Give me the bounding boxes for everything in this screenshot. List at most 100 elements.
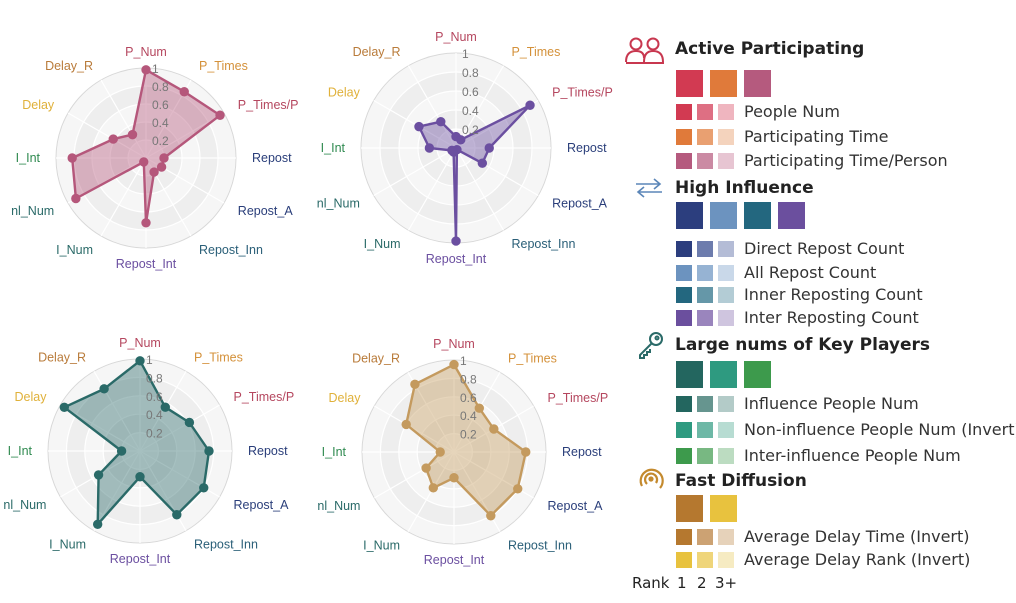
- radial-tick-label: 0.4: [460, 409, 477, 423]
- radar-chart-4: 0.2 0.4 0.6 0.8 1 P_Num P_Times P_Times/P Repost…: [317, 337, 608, 567]
- data-point: [135, 472, 145, 482]
- rank2-swatch: [697, 422, 713, 438]
- axis-label: Repost_Int: [116, 257, 177, 271]
- data-point: [108, 134, 118, 144]
- rank2-swatch: [697, 529, 713, 545]
- data-point: [215, 110, 225, 120]
- category-swatch: [676, 495, 703, 522]
- axis-label: P_Times: [194, 350, 243, 364]
- data-point: [172, 510, 182, 520]
- axis-label: nl_Num: [317, 197, 360, 211]
- data-point: [410, 379, 420, 389]
- axis-label: Repost_A: [548, 499, 604, 513]
- rank2-swatch: [697, 396, 713, 412]
- rank2-swatch: [697, 448, 713, 464]
- rank3-swatch: [718, 310, 734, 326]
- spoke: [373, 99, 457, 149]
- data-point: [489, 424, 499, 434]
- category-swatch: [710, 202, 737, 229]
- data-point: [414, 121, 424, 132]
- rank1-swatch: [676, 153, 692, 169]
- rank1-swatch: [676, 129, 692, 145]
- axis-label: P_Times/P: [234, 390, 295, 404]
- radial-tick-label: 0.8: [462, 66, 479, 80]
- radial-tick-label: 0.6: [460, 391, 477, 405]
- rank1-swatch: [676, 396, 692, 412]
- rank3-swatch: [718, 552, 734, 568]
- axis-label: P_Num: [119, 336, 161, 350]
- axis-label: nl_Num: [3, 498, 46, 512]
- axis-label: Delay_R: [38, 350, 86, 364]
- rank2-swatch: [697, 104, 713, 120]
- category-swatch: [744, 202, 771, 229]
- axis-label: I_Num: [56, 243, 93, 257]
- rank2-swatch: [697, 265, 713, 281]
- axis-label: Repost_A: [238, 204, 294, 218]
- category-swatch: [778, 202, 805, 229]
- axis-label: Repost: [248, 444, 288, 458]
- axis-label: Repost_Int: [426, 252, 487, 266]
- axis-label: Repost_Int: [110, 552, 171, 566]
- axis-label: P_Num: [435, 30, 477, 44]
- data-point: [59, 402, 70, 412]
- radial-tick-label: 1: [152, 62, 159, 76]
- category-swatch: [676, 361, 703, 388]
- axis-label: nl_Num: [11, 204, 54, 218]
- diffusion-swirl-icon: [639, 468, 664, 489]
- category-swatch: [710, 495, 737, 522]
- radial-tick-label: 1: [146, 353, 153, 367]
- rank1-swatch: [676, 104, 692, 120]
- legend-row-label: All Repost Count: [744, 263, 877, 282]
- axis-label: Repost: [252, 151, 292, 165]
- radial-tick-label: 0.2: [146, 427, 163, 441]
- key-icon: [639, 332, 663, 359]
- radar-chart-3: 0.2 0.4 0.6 0.8 1 P_Num P_Times P_Times/P Repost…: [3, 336, 294, 566]
- rank1-swatch: [676, 422, 692, 438]
- radial-tick-label: 0.8: [152, 80, 169, 94]
- section-title-active-participating: Active Participating: [675, 39, 865, 59]
- rank1-swatch: [676, 448, 692, 464]
- spoke: [93, 371, 141, 452]
- rank-value-3: 3+: [715, 574, 738, 592]
- radar-chart-2: 0.2 0.4 0.6 0.8 1 P_Num P_Times P_Times/P Repost…: [317, 30, 613, 266]
- radar-charts: 0.2 0.4 0.6 0.8 1 P_Num P_Times P_Times/P Repost…: [3, 30, 613, 567]
- axis-label: nl_Num: [317, 499, 360, 513]
- rank3-swatch: [718, 241, 734, 257]
- data-point: [451, 236, 461, 246]
- axis-label: I_Num: [364, 237, 401, 251]
- axis-label: P_Times/P: [552, 86, 613, 100]
- spoke: [407, 147, 457, 231]
- data-point: [436, 116, 446, 127]
- data-point: [199, 483, 209, 493]
- category-swatch: [710, 70, 737, 97]
- rank3-swatch: [718, 129, 734, 145]
- axis-label: Delay_R: [352, 351, 400, 365]
- data-point: [449, 473, 459, 483]
- rank3-swatch: [718, 265, 734, 281]
- rank3-swatch: [718, 104, 734, 120]
- axis-label: P_Times/P: [238, 98, 299, 112]
- data-point: [67, 153, 77, 163]
- spoke: [455, 147, 505, 231]
- legend-row-label: Average Delay Time (Invert): [744, 527, 970, 546]
- axis-label: P_Times/P: [548, 391, 609, 405]
- rank2-swatch: [697, 287, 713, 303]
- rank3-swatch: [718, 287, 734, 303]
- data-point: [521, 447, 531, 457]
- legend-row-label: Participating Time/Person: [744, 151, 948, 170]
- rank2-swatch: [697, 129, 713, 145]
- spoke: [93, 450, 141, 531]
- spoke: [145, 112, 225, 159]
- data-point: [449, 359, 459, 370]
- rank3-swatch: [718, 153, 734, 169]
- radial-tick-label: 0.6: [462, 85, 479, 99]
- axis-label: Repost_A: [552, 197, 608, 211]
- radial-tick-label: 0.2: [152, 134, 169, 148]
- section-title-high-influence: High Influence: [675, 178, 814, 198]
- legend-row-label: Direct Repost Count: [744, 239, 905, 258]
- axis-label: I_Int: [321, 141, 346, 155]
- data-point: [141, 65, 151, 75]
- rank-value-2: 2: [697, 574, 707, 592]
- rank2-swatch: [697, 153, 713, 169]
- axis-label: Repost: [562, 445, 602, 459]
